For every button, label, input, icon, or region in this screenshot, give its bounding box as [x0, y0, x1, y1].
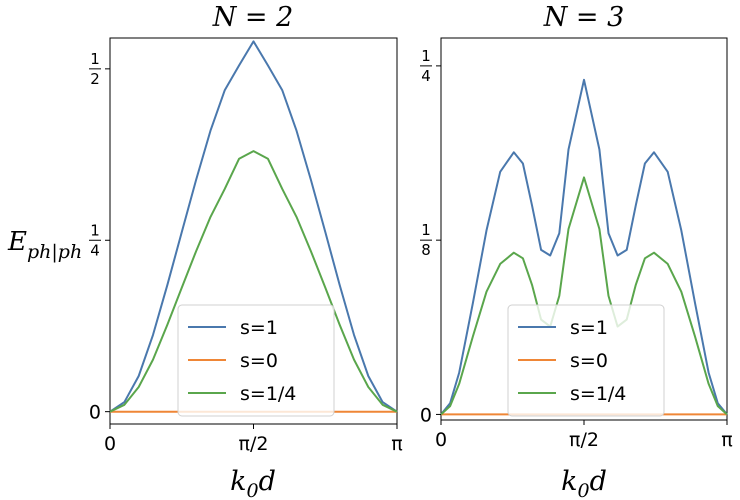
y-tick-label: 18: [420, 221, 432, 259]
chart-title: N = 2: [212, 2, 294, 33]
x-tick-label: 0: [104, 433, 116, 455]
legend-label: s=1: [240, 317, 278, 339]
y-tick-label: 14: [420, 47, 432, 85]
y-axis-label: Eph|ph: [7, 227, 82, 263]
x-axis-label: k0d: [230, 466, 276, 500]
x-tick-label: π/2: [239, 433, 269, 455]
series-line-1: [109, 40, 398, 413]
y-tick-numerator: 1: [90, 221, 100, 239]
y-tick-label: 0: [420, 404, 432, 426]
y-axis-label-subscript: ph|ph: [27, 241, 82, 263]
x-tick-label: π: [391, 433, 402, 455]
legend: s=1 s=0 s=1/4: [177, 304, 335, 417]
y-tick-numerator: 1: [421, 47, 431, 65]
legend-box: [177, 304, 335, 417]
series-line-1: [440, 78, 728, 416]
y-tick-denominator: 2: [90, 70, 100, 88]
series-line-3: [109, 150, 398, 413]
y-tick-label: 14: [89, 221, 101, 259]
legend-label: s=1/4: [240, 383, 296, 405]
legend-box: [507, 304, 665, 417]
legend-label: s=0: [570, 350, 608, 372]
x-axis-label: k0d: [561, 466, 607, 500]
series-line-3: [440, 176, 728, 416]
y-tick-denominator: 4: [421, 67, 431, 85]
y-tick-label: 12: [89, 50, 101, 88]
x-tick-label: π/2: [569, 429, 599, 451]
legend-label: s=1: [570, 317, 608, 339]
y-tick-denominator: 8: [421, 241, 431, 259]
x-tick-label: π: [721, 429, 732, 451]
y-tick-numerator: 1: [90, 50, 100, 68]
x-tick-label: 0: [435, 429, 447, 451]
chart-title: N = 3: [543, 2, 625, 33]
legend-label: s=1/4: [570, 383, 626, 405]
legend-label: s=0: [240, 350, 278, 372]
y-tick-numerator: 1: [421, 221, 431, 239]
legend: s=1 s=0 s=1/4: [507, 304, 665, 417]
y-tick-label: 0: [89, 402, 101, 424]
y-tick-denominator: 4: [90, 241, 100, 259]
